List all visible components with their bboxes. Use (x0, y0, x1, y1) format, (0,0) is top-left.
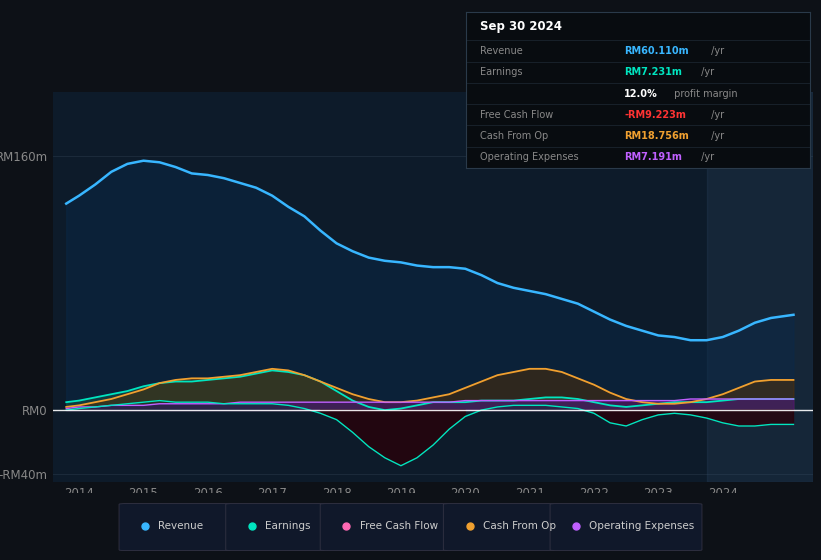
Text: Earnings: Earnings (265, 521, 310, 531)
Text: /yr: /yr (708, 131, 723, 141)
Text: Free Cash Flow: Free Cash Flow (480, 110, 553, 120)
FancyBboxPatch shape (443, 503, 554, 550)
FancyBboxPatch shape (550, 503, 702, 550)
Text: Revenue: Revenue (480, 46, 523, 56)
Text: RM7.231m: RM7.231m (624, 67, 682, 77)
Text: RM60.110m: RM60.110m (624, 46, 689, 56)
Text: /yr: /yr (708, 46, 723, 56)
Text: Cash From Op: Cash From Op (483, 521, 556, 531)
FancyBboxPatch shape (320, 503, 447, 550)
Text: Cash From Op: Cash From Op (480, 131, 548, 141)
Text: profit margin: profit margin (671, 88, 737, 99)
Text: 12.0%: 12.0% (624, 88, 658, 99)
Text: Operating Expenses: Operating Expenses (480, 152, 579, 162)
Text: Free Cash Flow: Free Cash Flow (360, 521, 438, 531)
Text: Sep 30 2024: Sep 30 2024 (480, 20, 562, 33)
FancyBboxPatch shape (226, 503, 324, 550)
Text: Operating Expenses: Operating Expenses (589, 521, 695, 531)
Text: /yr: /yr (708, 110, 723, 120)
Text: RM18.756m: RM18.756m (624, 131, 689, 141)
Text: Earnings: Earnings (480, 67, 522, 77)
FancyBboxPatch shape (119, 503, 230, 550)
Text: /yr: /yr (699, 152, 714, 162)
Text: -RM9.223m: -RM9.223m (624, 110, 686, 120)
Text: Revenue: Revenue (158, 521, 204, 531)
Bar (707, 92, 813, 482)
Text: /yr: /yr (699, 67, 714, 77)
Text: RM7.191m: RM7.191m (624, 152, 682, 162)
